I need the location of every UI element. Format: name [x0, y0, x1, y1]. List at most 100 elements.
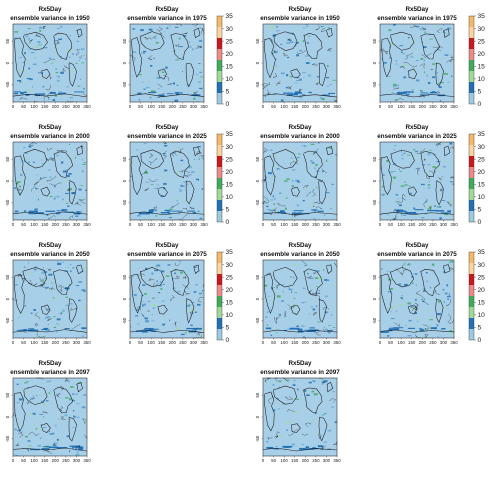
coastline: [411, 307, 418, 312]
coastline: [435, 62, 444, 87]
variance-cell: [158, 143, 160, 145]
variance-cell: [194, 311, 197, 313]
variance-cell: [391, 306, 394, 309]
variance-cell: [39, 27, 43, 29]
variance-cell: [76, 450, 79, 453]
variance-cell: [305, 62, 310, 64]
variance-cell: [439, 190, 442, 192]
y-tick-label: -50: [372, 199, 377, 206]
variance-cell: [141, 92, 144, 94]
variance-cell: [309, 277, 314, 279]
x-tick-label: 250: [312, 340, 320, 345]
variance-cell: [392, 163, 396, 165]
coastline: [422, 324, 430, 332]
x-tick-label: 100: [30, 104, 38, 109]
x-tick-label: 100: [397, 222, 405, 227]
coastline: [28, 39, 33, 45]
variance-cell: [311, 390, 315, 393]
variance-cell: [144, 327, 153, 330]
variance-cell: [82, 335, 84, 337]
variance-cell: [49, 433, 54, 435]
variance-cell: [157, 153, 162, 155]
coastline: [380, 48, 386, 53]
variance-cell: [311, 162, 315, 164]
variance-cell: [56, 323, 59, 325]
variance-cell: [24, 331, 27, 333]
variance-cell: [276, 26, 278, 28]
variance-cell: [303, 76, 305, 78]
variance-cell: [437, 313, 441, 316]
variance-cell: [195, 178, 199, 181]
variance-cell: [78, 188, 82, 191]
variance-cell: [295, 411, 299, 414]
coastline: [423, 198, 428, 208]
variance-cell: [65, 202, 69, 204]
variance-cell: [153, 91, 156, 93]
variance-cell: [391, 91, 393, 93]
variance-cell: [192, 212, 197, 214]
variance-cell: [304, 145, 307, 147]
variance-cell: [184, 175, 186, 177]
colorbar-swatch: [469, 145, 474, 156]
variance-cell: [266, 446, 274, 449]
variance-cell: [32, 412, 36, 415]
variance-cell: [39, 414, 44, 415]
colorbar-tick-label: 0: [226, 219, 230, 226]
coastline: [68, 298, 78, 323]
variance-cell: [58, 76, 60, 78]
variance-cell: [301, 444, 304, 445]
panel-subtitle: ensemble variance in 2000: [10, 133, 90, 140]
coastline: [174, 262, 181, 267]
variance-cell: [20, 69, 24, 72]
variance-cell: [382, 186, 385, 188]
coastline: [182, 276, 187, 279]
variance-cell: [156, 77, 161, 79]
variance-cell: [48, 392, 51, 394]
variance-cell: [314, 277, 319, 279]
colorbar-tick-label: 0: [226, 101, 230, 108]
variance-cell: [322, 269, 325, 272]
variance-cell: [267, 26, 272, 28]
x-tick-label: 200: [169, 222, 177, 227]
colorbar-swatch: [217, 211, 222, 222]
variance-cell: [298, 78, 302, 81]
variance-cell: [72, 53, 75, 55]
variance-cell: [428, 180, 431, 182]
variance-cell: [43, 271, 48, 273]
variance-cell: [37, 41, 41, 43]
variance-cell: [83, 267, 86, 270]
y-tick-label: -50: [5, 81, 10, 88]
variance-cell: [411, 276, 413, 278]
variance-cell: [327, 331, 331, 334]
variance-cell: [313, 209, 317, 212]
variance-cell: [279, 380, 282, 383]
coastline: [68, 180, 77, 205]
variance-cell: [443, 72, 448, 75]
variance-cell: [31, 52, 35, 54]
variance-cell: [282, 291, 284, 293]
variance-cell: [35, 427, 38, 430]
variance-cell: [414, 150, 419, 153]
variance-cell: [81, 289, 86, 291]
variance-cell: [427, 171, 430, 174]
panel-subtitle: ensemble variance in 2097: [10, 369, 90, 376]
variance-cell: [34, 94, 41, 97]
x-tick-label: 0: [262, 340, 265, 345]
variance-cell: [418, 328, 423, 330]
variance-cell: [84, 422, 86, 425]
variance-cell: [266, 324, 269, 326]
variance-cell: [63, 182, 66, 184]
variance-cell: [27, 38, 31, 40]
y-tick-label: 50: [5, 38, 10, 43]
variance-cell: [48, 431, 51, 433]
variance-cell: [416, 25, 420, 28]
colorbar-swatch: [217, 145, 222, 156]
variance-cell: [434, 205, 437, 207]
variance-cell: [23, 91, 27, 94]
variance-cell: [296, 388, 299, 391]
colorbar-swatch: [469, 307, 474, 318]
coastline: [291, 423, 301, 433]
variance-cell: [407, 37, 410, 39]
coastline: [52, 269, 73, 295]
